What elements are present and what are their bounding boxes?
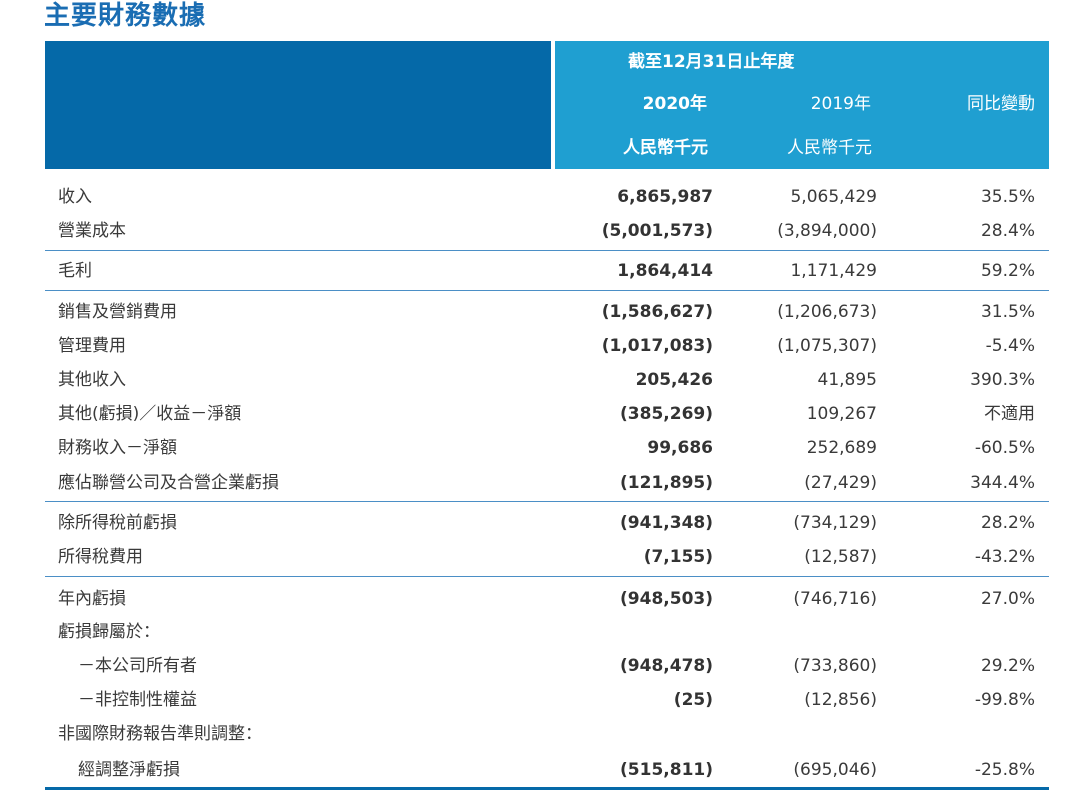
value-yoy: 59.2% bbox=[980, 261, 1035, 281]
column-header-2020: 2020年 bbox=[642, 94, 707, 114]
value-yoy: -43.2% bbox=[974, 547, 1035, 567]
value-2020: (1,586,627) bbox=[601, 302, 713, 322]
row-label: 毛利 bbox=[58, 261, 92, 281]
value-2019: (746,716) bbox=[793, 589, 877, 609]
table-row: －非控制性權益 (25) (12,856) -99.8% bbox=[45, 685, 1049, 715]
value-2020: (121,895) bbox=[620, 473, 713, 493]
divider bbox=[45, 501, 1049, 502]
row-label: 年內虧損 bbox=[58, 589, 126, 609]
value-yoy: -99.8% bbox=[974, 690, 1035, 710]
value-2019: 41,895 bbox=[817, 370, 877, 390]
table-row: 非國際財務報告準則調整： bbox=[45, 719, 1049, 749]
value-2019: (1,075,307) bbox=[777, 336, 877, 356]
value-2020: (948,478) bbox=[620, 656, 713, 676]
value-2020: (1,017,083) bbox=[601, 336, 713, 356]
table-row: 所得稅費用 (7,155) (12,587) -43.2% bbox=[45, 542, 1049, 572]
row-label: 管理費用 bbox=[58, 336, 126, 356]
row-label: 虧損歸屬於： bbox=[58, 622, 160, 642]
value-yoy: 27.0% bbox=[980, 589, 1035, 609]
value-2019: (12,587) bbox=[804, 547, 877, 567]
value-2019: 1,171,429 bbox=[790, 261, 877, 281]
value-yoy: 29.2% bbox=[980, 656, 1035, 676]
value-2020: (7,155) bbox=[643, 547, 713, 567]
row-label: 除所得稅前虧損 bbox=[58, 513, 177, 533]
value-yoy: -60.5% bbox=[974, 438, 1035, 458]
column-header-yoy: 同比變動 bbox=[967, 94, 1035, 114]
row-label: 收入 bbox=[58, 187, 92, 207]
row-label: 銷售及營銷費用 bbox=[58, 302, 177, 322]
value-2020: 205,426 bbox=[635, 370, 713, 390]
row-label: 所得稅費用 bbox=[58, 547, 143, 567]
value-2019: (12,856) bbox=[804, 690, 877, 710]
table-row: 除所得稅前虧損 (941,348) (734,129) 28.2% bbox=[45, 508, 1049, 538]
table-bottom-rule bbox=[45, 787, 1049, 790]
unit-2019: 人民幣千元 bbox=[787, 138, 872, 158]
row-label: －非控制性權益 bbox=[78, 690, 197, 710]
table-row: －本公司所有者 (948,478) (733,860) 29.2% bbox=[45, 651, 1049, 681]
table-row: 其他收入 205,426 41,895 390.3% bbox=[45, 365, 1049, 395]
value-yoy: 31.5% bbox=[980, 302, 1035, 322]
value-yoy: 28.2% bbox=[980, 513, 1035, 533]
row-label: －本公司所有者 bbox=[78, 656, 197, 676]
value-yoy: 344.4% bbox=[970, 473, 1035, 493]
value-2019: (27,429) bbox=[804, 473, 877, 493]
value-yoy: 35.5% bbox=[980, 187, 1035, 207]
value-2020: (25) bbox=[673, 690, 713, 710]
value-2020: (385,269) bbox=[620, 404, 713, 424]
table-row: 銷售及營銷費用 (1,586,627) (1,206,673) 31.5% bbox=[45, 297, 1049, 327]
table-row: 毛利 1,864,414 1,171,429 59.2% bbox=[45, 256, 1049, 286]
value-yoy: 不適用 bbox=[984, 404, 1035, 424]
divider bbox=[45, 290, 1049, 291]
value-yoy: 390.3% bbox=[970, 370, 1035, 390]
table-row: 年內虧損 (948,503) (746,716) 27.0% bbox=[45, 584, 1049, 614]
value-2019: 252,689 bbox=[806, 438, 877, 458]
value-yoy: -25.8% bbox=[974, 760, 1035, 780]
value-2020: 99,686 bbox=[647, 438, 713, 458]
table-row: 經調整淨虧損 (515,811) (695,046) -25.8% bbox=[45, 755, 1049, 785]
column-header-2019: 2019年 bbox=[810, 94, 871, 114]
row-label: 應佔聯營公司及合營企業虧損 bbox=[58, 473, 279, 493]
value-2020: (948,503) bbox=[620, 589, 713, 609]
value-2020: (941,348) bbox=[620, 513, 713, 533]
table-row: 收入 6,865,987 5,065,429 35.5% bbox=[45, 182, 1049, 212]
value-2020: (5,001,573) bbox=[601, 221, 713, 241]
table-header-values-cell: 截至12月31日止年度 2020年 2019年 同比變動 人民幣千元 人民幣千元 bbox=[555, 41, 1049, 169]
value-2019: 5,065,429 bbox=[790, 187, 877, 207]
value-2019: (734,129) bbox=[793, 513, 877, 533]
value-2019: (1,206,673) bbox=[777, 302, 877, 322]
table-header-label-cell bbox=[45, 41, 551, 169]
table-row: 營業成本 (5,001,573) (3,894,000) 28.4% bbox=[45, 216, 1049, 246]
row-label: 非國際財務報告準則調整： bbox=[58, 724, 262, 744]
value-2020: 6,865,987 bbox=[617, 187, 713, 207]
row-label: 其他收入 bbox=[58, 370, 126, 390]
value-2019: 109,267 bbox=[806, 404, 877, 424]
table-row: 虧損歸屬於： bbox=[45, 617, 1049, 647]
table-row: 管理費用 (1,017,083) (1,075,307) -5.4% bbox=[45, 331, 1049, 361]
value-2019: (695,046) bbox=[793, 760, 877, 780]
table-row: 應佔聯營公司及合營企業虧損 (121,895) (27,429) 344.4% bbox=[45, 468, 1049, 498]
table-row: 其他(虧損)／收益－淨額 (385,269) 109,267 不適用 bbox=[45, 399, 1049, 429]
value-2019: (3,894,000) bbox=[777, 221, 877, 241]
page-title: 主要財務數據 bbox=[44, 1, 207, 31]
unit-2020: 人民幣千元 bbox=[623, 138, 708, 158]
value-2020: (515,811) bbox=[620, 760, 713, 780]
row-label: 其他(虧損)／收益－淨額 bbox=[58, 404, 242, 424]
value-2020: 1,864,414 bbox=[617, 261, 713, 281]
row-label: 經調整淨虧損 bbox=[78, 760, 180, 780]
row-label: 營業成本 bbox=[58, 221, 126, 241]
row-label: 財務收入－淨額 bbox=[58, 438, 177, 458]
divider bbox=[45, 250, 1049, 251]
value-2019: (733,860) bbox=[793, 656, 877, 676]
value-yoy: -5.4% bbox=[985, 336, 1035, 356]
value-yoy: 28.4% bbox=[980, 221, 1035, 241]
divider bbox=[45, 576, 1049, 577]
table-row: 財務收入－淨額 99,686 252,689 -60.5% bbox=[45, 433, 1049, 463]
period-header: 截至12月31日止年度 bbox=[628, 52, 795, 72]
